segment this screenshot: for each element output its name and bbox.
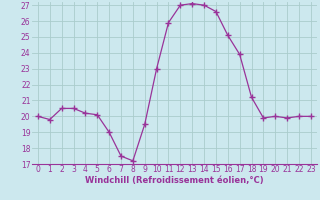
X-axis label: Windchill (Refroidissement éolien,°C): Windchill (Refroidissement éolien,°C)	[85, 176, 264, 185]
